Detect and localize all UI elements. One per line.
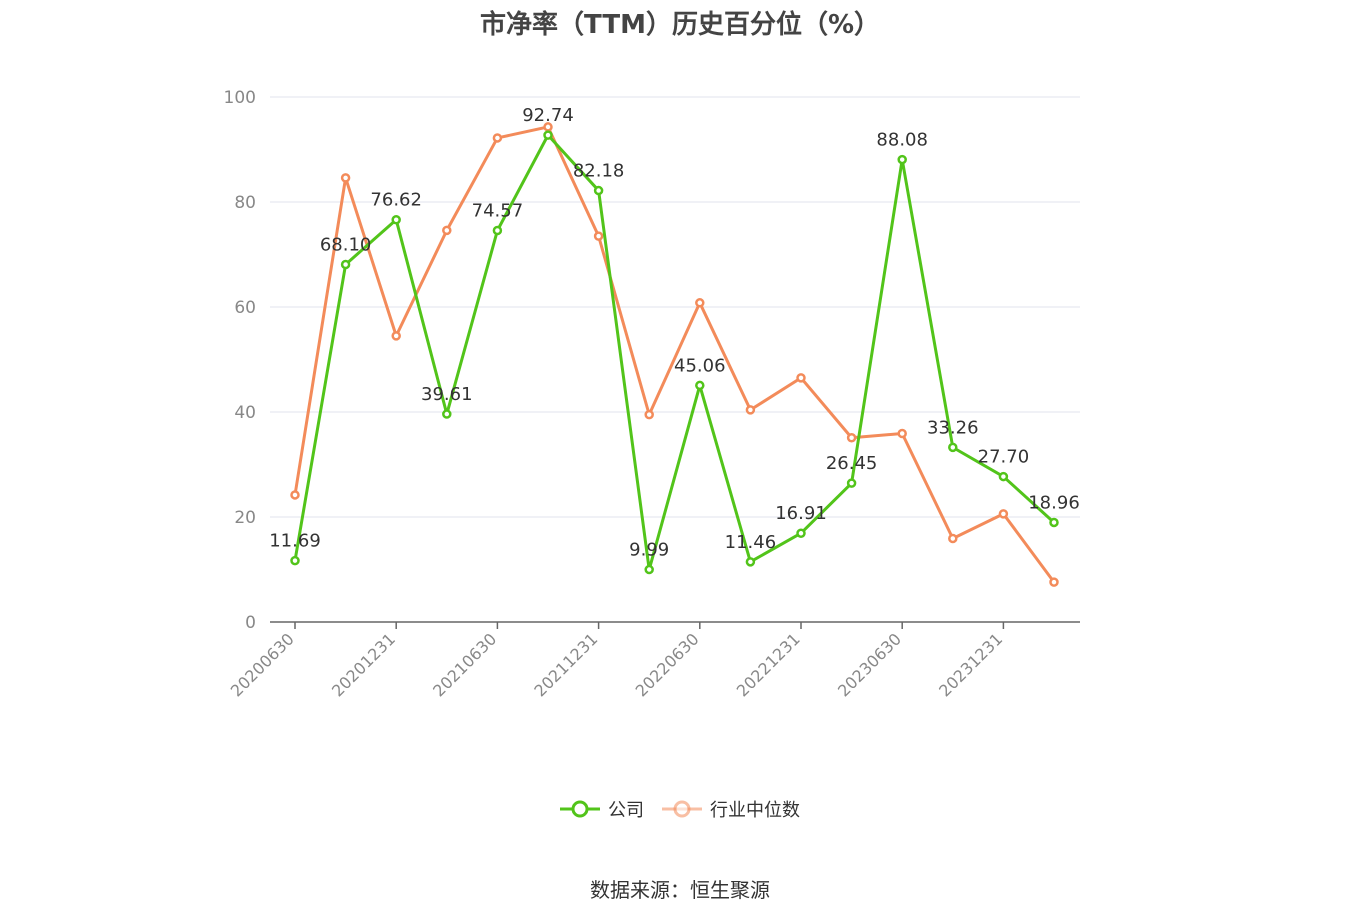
point-company xyxy=(796,528,806,538)
data-label-company: 18.96 xyxy=(1028,492,1080,513)
point-company xyxy=(391,214,401,225)
x-tick-label: 20210630 xyxy=(429,629,500,700)
point-company xyxy=(442,409,452,419)
data-label-layer: 11.69 68.10 76.62 39.61 74.57 92.74 82.18 9.99 4… xyxy=(269,105,1080,560)
legend-industry-marker-icon xyxy=(662,800,702,818)
series-layer xyxy=(290,122,1059,587)
point-company xyxy=(846,478,857,488)
legend: 公司 行业中位数 xyxy=(0,796,1360,822)
data-label-company: 11.69 xyxy=(269,531,321,552)
grid-layer xyxy=(270,96,1080,518)
point-industry-median xyxy=(492,133,503,143)
point-company xyxy=(998,471,1009,482)
x-tick-label: 20231231 xyxy=(935,629,1006,700)
x-tick-label: 20200630 xyxy=(227,629,298,700)
x-tick-label: 20220630 xyxy=(632,629,703,700)
point-company xyxy=(290,555,300,566)
point-industry-median xyxy=(290,490,300,500)
point-company xyxy=(644,564,654,575)
data-label-company: 39.61 xyxy=(421,384,473,405)
legend-item-company[interactable]: 公司 xyxy=(560,796,644,822)
point-industry-median xyxy=(948,533,958,544)
point-company xyxy=(1049,517,1059,528)
legend-company-marker-icon xyxy=(560,800,600,818)
data-label-company: 68.10 xyxy=(320,234,372,255)
legend-label-industry-median: 行业中位数 xyxy=(710,800,800,821)
point-industry-median xyxy=(391,331,401,341)
x-tick-label: 20211231 xyxy=(530,629,601,700)
y-tick-label: 20 xyxy=(234,508,256,528)
series-line-industry-median xyxy=(293,125,1056,583)
point-industry-median xyxy=(442,225,452,236)
data-label-company: 74.57 xyxy=(472,201,524,222)
y-tick-label: 80 xyxy=(234,193,256,213)
x-tick-label: 20201231 xyxy=(328,629,399,700)
point-company xyxy=(948,442,958,453)
point-industry-median xyxy=(745,405,756,415)
data-label-company: 16.91 xyxy=(775,503,827,524)
point-company xyxy=(897,154,907,165)
data-label-company: 11.46 xyxy=(725,532,777,553)
data-label-company: 82.18 xyxy=(573,161,625,182)
legend-item-industry-median[interactable]: 行业中位数 xyxy=(662,796,800,822)
y-tick-label: 60 xyxy=(234,298,256,318)
point-industry-median xyxy=(695,298,705,308)
y-tick-label: 0 xyxy=(245,613,256,633)
point-company xyxy=(543,130,553,140)
series-line-company xyxy=(293,133,1056,572)
source-note: 数据来源：恒生聚源 xyxy=(590,878,770,902)
point-industry-median xyxy=(593,231,604,241)
axis-layer: 0 20 40 60 80 100 20200630 20201231 20210630 2021… xyxy=(224,88,1080,700)
point-company xyxy=(340,259,351,270)
legend-label-company: 公司 xyxy=(608,800,644,821)
point-company xyxy=(593,185,604,196)
point-industry-median xyxy=(340,173,351,183)
x-tick-label: 20221231 xyxy=(733,629,804,700)
point-industry-median xyxy=(897,428,907,439)
point-industry-median xyxy=(644,409,654,420)
data-label-company: 76.62 xyxy=(370,190,422,211)
point-company xyxy=(695,380,705,391)
chart-title: 市净率（TTM）历史百分位（%） xyxy=(480,10,880,40)
y-tick-label: 100 xyxy=(224,88,256,108)
point-industry-median xyxy=(846,432,857,443)
point-company xyxy=(492,225,503,236)
y-tick-label: 40 xyxy=(234,403,256,423)
point-industry-median xyxy=(998,509,1009,519)
data-label-company: 92.74 xyxy=(522,105,574,126)
data-label-company: 27.70 xyxy=(978,447,1030,468)
point-company xyxy=(745,557,756,567)
data-label-company: 9.99 xyxy=(629,540,669,561)
data-label-company: 88.08 xyxy=(876,130,928,151)
data-label-company: 33.26 xyxy=(927,417,979,438)
data-label-company: 26.45 xyxy=(826,453,878,474)
x-tick-label: 20230630 xyxy=(834,629,905,700)
point-industry-median xyxy=(796,373,806,383)
point-industry-median xyxy=(1049,577,1059,587)
data-label-company: 45.06 xyxy=(674,355,726,376)
